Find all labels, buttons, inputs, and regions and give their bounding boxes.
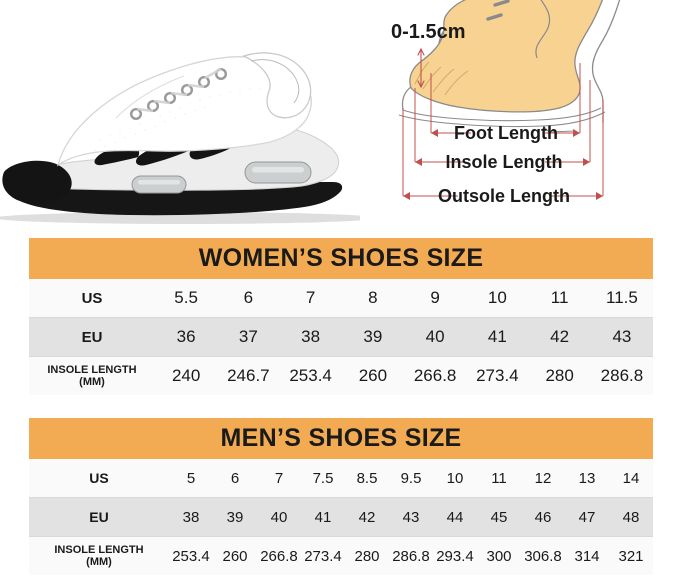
- svg-text:Foot Length: Foot Length: [454, 123, 558, 143]
- svg-text:Insole Length: Insole Length: [446, 152, 563, 172]
- svg-text:Outsole Length: Outsole Length: [438, 186, 570, 206]
- svg-text:0-1.5cm: 0-1.5cm: [391, 21, 466, 43]
